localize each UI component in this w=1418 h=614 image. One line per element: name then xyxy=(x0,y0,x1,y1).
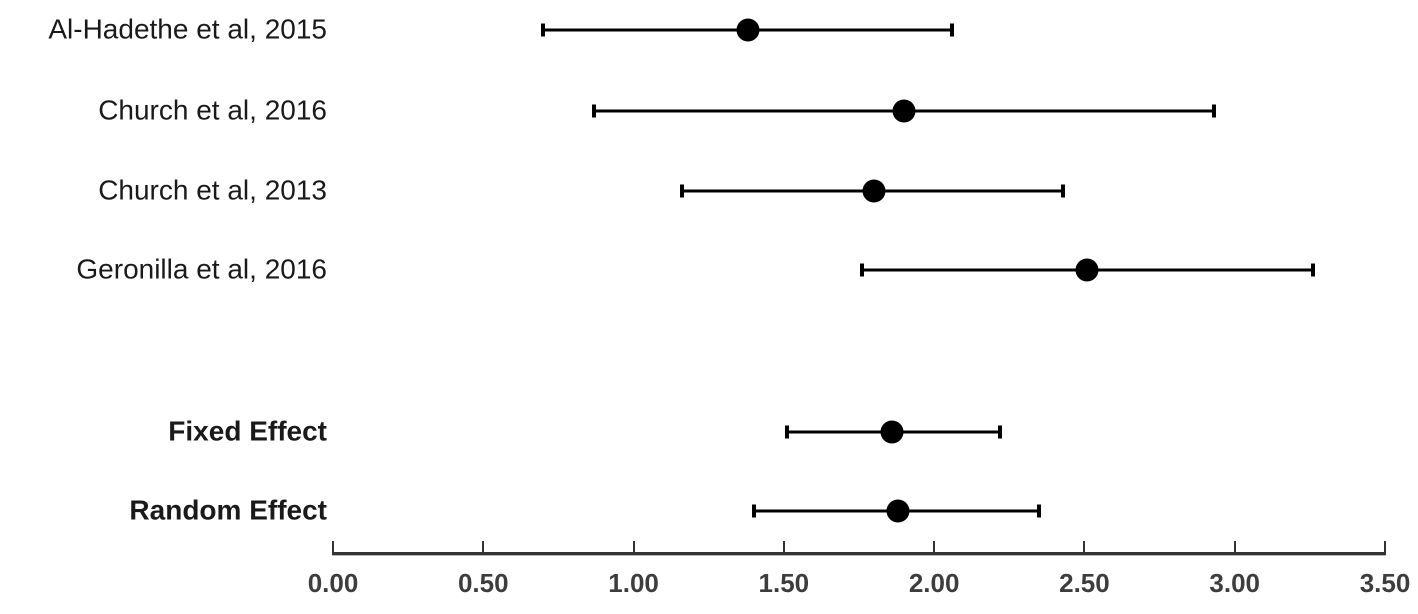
point-marker xyxy=(736,18,760,42)
x-axis-tick-label: 3.00 xyxy=(1209,568,1261,598)
ci-cap-low xyxy=(860,263,864,277)
x-axis-tick-label: 0.00 xyxy=(307,568,359,598)
row-label: Church et al, 2013 xyxy=(98,174,327,206)
x-axis-tick xyxy=(933,541,936,552)
ci-cap-low xyxy=(679,184,684,198)
ci-cap-high xyxy=(1211,104,1216,118)
ci-cap-low xyxy=(592,104,597,118)
row-label: Fixed Effect xyxy=(168,415,327,447)
ci-cap-high xyxy=(1037,504,1042,518)
row-label: Geronilla et al, 2016 xyxy=(76,253,327,285)
x-axis-tick xyxy=(782,541,785,552)
row-label: Al-Hadethe et al, 2015 xyxy=(48,13,327,45)
point-marker xyxy=(862,179,886,203)
x-axis-tick-label: 0.50 xyxy=(457,568,509,598)
row-label: Church et al, 2016 xyxy=(98,94,327,126)
x-axis-tick xyxy=(482,541,485,552)
ci-cap-low xyxy=(751,504,756,518)
x-axis-tick-label: 2.50 xyxy=(1059,568,1110,598)
point-marker xyxy=(886,499,910,523)
point-marker xyxy=(1075,258,1099,282)
x-axis-tick xyxy=(1233,541,1236,552)
x-axis-tick-label: 2.00 xyxy=(908,568,960,598)
ci-cap-high xyxy=(1061,184,1066,198)
ci-cap-low xyxy=(784,425,789,439)
x-axis-line xyxy=(332,552,1386,555)
point-marker xyxy=(880,420,904,444)
x-axis-tick xyxy=(1384,541,1386,552)
x-axis-tick-label: 1.50 xyxy=(758,568,810,598)
row-label: Random Effect xyxy=(129,494,327,526)
ci-cap-high xyxy=(950,23,955,37)
x-axis-tick-label: 3.50 xyxy=(1359,568,1411,598)
ci-cap-high xyxy=(998,425,1003,439)
x-axis-tick xyxy=(332,541,334,552)
x-axis-tick-label: 1.00 xyxy=(608,568,659,598)
x-axis-tick xyxy=(1083,541,1086,552)
x-axis-tick xyxy=(632,541,635,552)
ci-cap-high xyxy=(1310,263,1315,277)
point-marker xyxy=(892,99,916,123)
ci-cap-low xyxy=(541,23,546,37)
